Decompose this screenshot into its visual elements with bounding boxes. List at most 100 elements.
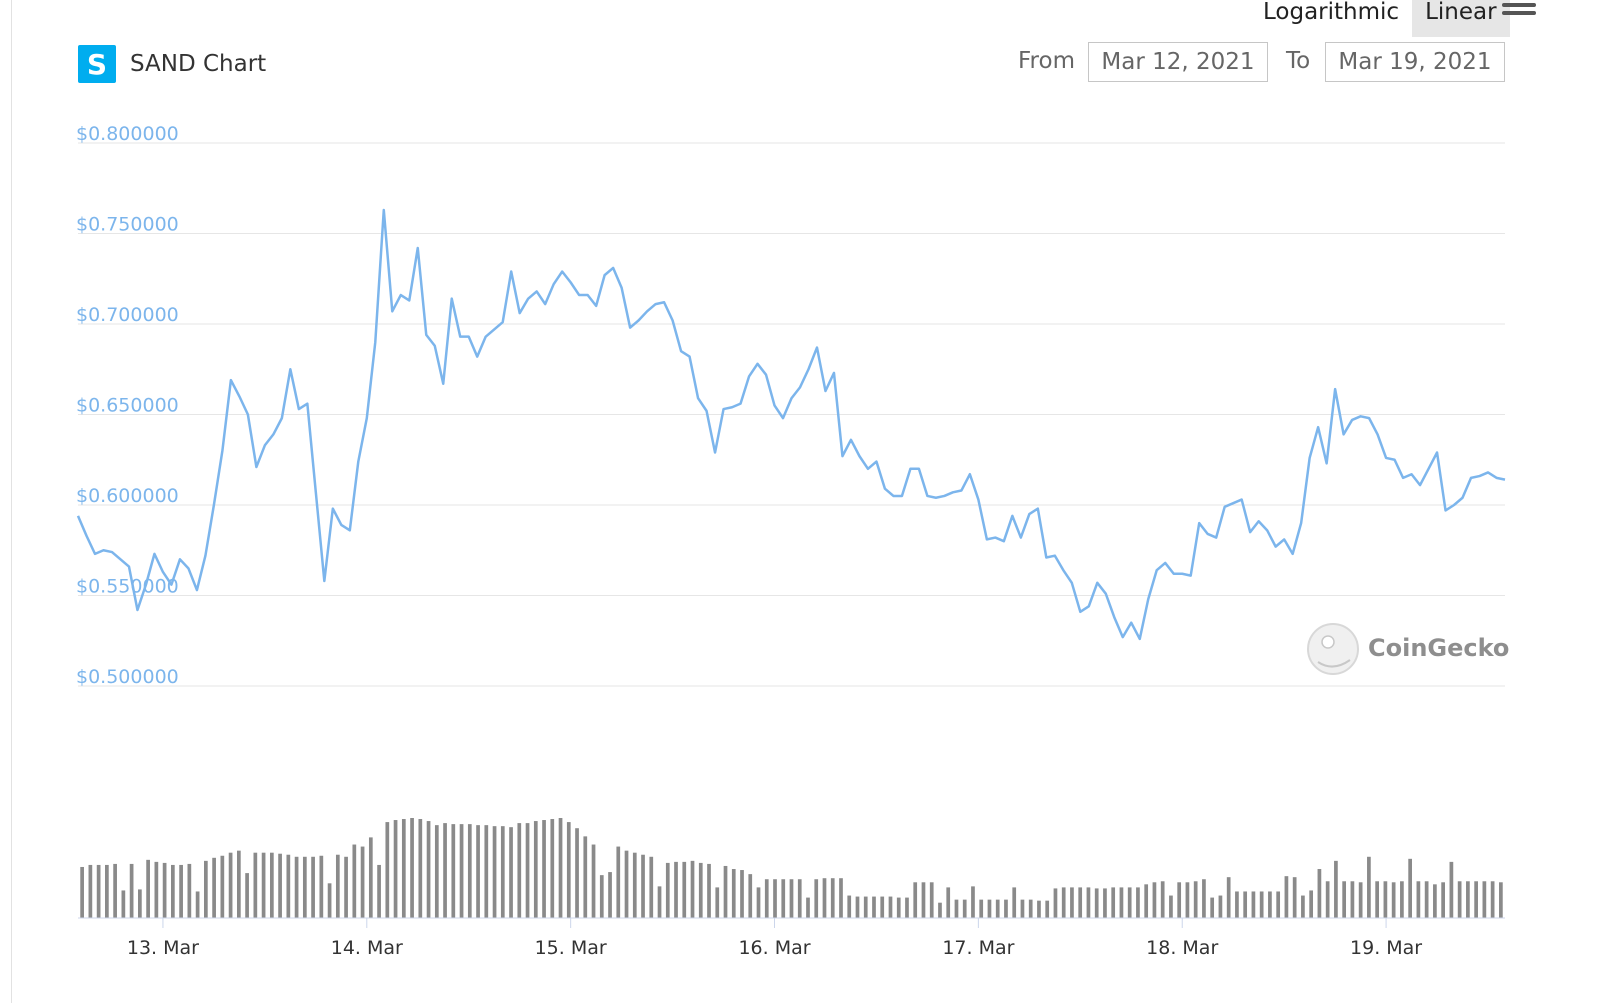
- watermark-text: CoinGecko: [1368, 634, 1509, 662]
- volume-bar: [748, 874, 753, 918]
- y-tick-label: $0.550000: [76, 576, 179, 598]
- volume-bar: [542, 820, 546, 918]
- volume-bar: [641, 854, 645, 918]
- volume-bar: [723, 865, 728, 918]
- volume-bar: [294, 856, 299, 918]
- volume-bar: [129, 863, 134, 918]
- volume-bar: [946, 887, 951, 918]
- volume-bar: [1004, 899, 1008, 918]
- volume-bar: [261, 852, 266, 918]
- from-label: From: [1018, 48, 1075, 74]
- volume-bar: [121, 890, 126, 918]
- volume-bar: [566, 822, 571, 918]
- volume-bar: [105, 864, 109, 918]
- volume-bar: [773, 879, 777, 918]
- volume-bar: [987, 899, 992, 918]
- volume-bar: [426, 821, 431, 918]
- volume-bar: [1103, 888, 1107, 918]
- volume-bar: [575, 828, 579, 918]
- volume-bar: [1185, 882, 1190, 918]
- volume-bar: [1012, 887, 1017, 918]
- volume-bar: [517, 823, 522, 918]
- volume-bar: [1416, 881, 1421, 918]
- y-tick-label: $0.600000: [76, 485, 179, 507]
- volume-bar: [649, 856, 654, 918]
- y-tick-label: $0.750000: [76, 214, 179, 236]
- volume-bar: [401, 819, 406, 918]
- volume-bar: [1268, 891, 1272, 918]
- volume-bar: [286, 854, 291, 918]
- volume-bar: [410, 818, 414, 918]
- volume-bar: [1350, 881, 1355, 918]
- volume-bar: [682, 861, 687, 918]
- volume-bar: [632, 852, 637, 918]
- volume-bar: [1391, 882, 1396, 918]
- volume-bar: [830, 878, 835, 918]
- volume-bar: [525, 823, 530, 918]
- x-tick-label: 19. Mar: [1350, 937, 1422, 959]
- volume-bar: [1441, 882, 1445, 918]
- volume-bar: [1449, 861, 1454, 918]
- volume-bar: [731, 869, 736, 918]
- volume-bar: [995, 899, 1000, 918]
- volume-bar: [1367, 856, 1371, 918]
- volume-bar: [533, 821, 538, 918]
- volume-bar: [1457, 881, 1462, 918]
- hamburger-menu-icon[interactable]: [1502, 3, 1536, 23]
- from-date-input[interactable]: [1088, 42, 1268, 82]
- volume-bar: [624, 850, 629, 918]
- volume-bar: [1251, 891, 1256, 918]
- volume-bar: [1276, 891, 1281, 918]
- volume-bar: [1061, 887, 1066, 918]
- volume-bar: [377, 864, 381, 918]
- volume-bar: [171, 864, 175, 918]
- volume-bar: [451, 824, 456, 918]
- gecko-logo-icon: [1307, 623, 1359, 675]
- volume-bar: [393, 820, 398, 918]
- volume-bar: [921, 882, 926, 918]
- volume-bar: [245, 873, 249, 918]
- y-tick-label: $0.800000: [76, 123, 179, 145]
- volume-bar: [1136, 887, 1140, 918]
- volume-bar: [1259, 891, 1264, 918]
- volume-bar: [179, 864, 183, 918]
- volume-bar: [1325, 881, 1330, 918]
- volume-bar: [335, 854, 340, 918]
- volume-bar: [368, 837, 373, 918]
- x-tick-label: 14. Mar: [331, 937, 403, 959]
- volume-bar: [344, 856, 348, 918]
- volume-bar: [583, 836, 588, 918]
- volume-bar: [80, 866, 84, 918]
- volume-bar: [385, 822, 390, 918]
- volume-bar: [896, 897, 901, 918]
- volume-bar: [212, 857, 216, 918]
- volume-bar: [1400, 881, 1404, 918]
- volume-bar: [269, 852, 274, 918]
- x-tick-label: 18. Mar: [1146, 937, 1218, 959]
- volume-bar: [253, 852, 258, 918]
- volume-bar: [550, 819, 555, 918]
- volume-bar: [1433, 884, 1437, 918]
- to-date-input[interactable]: [1325, 42, 1505, 82]
- x-tick-label: 17. Mar: [942, 937, 1014, 959]
- volume-bar: [880, 896, 885, 918]
- volume-bar: [938, 902, 942, 918]
- volume-bar: [1152, 882, 1157, 918]
- volume-bar: [839, 878, 843, 918]
- volume-bar: [954, 899, 959, 918]
- logarithmic-button[interactable]: Logarithmic: [1263, 0, 1400, 25]
- volume-bar: [1226, 877, 1231, 918]
- volume-bar: [814, 879, 819, 918]
- volume-bar: [1301, 895, 1305, 918]
- volume-bar: [929, 882, 934, 918]
- volume-bar: [608, 872, 612, 918]
- volume-bar: [822, 878, 827, 918]
- volume-bar: [352, 844, 357, 918]
- x-tick-label: 13. Mar: [127, 937, 199, 959]
- volume-bar: [1144, 884, 1149, 918]
- volume-bar: [558, 818, 563, 918]
- linear-button[interactable]: Linear: [1412, 0, 1510, 37]
- volume-bar: [715, 887, 720, 918]
- volume-bar: [1284, 876, 1289, 918]
- volume-bar: [888, 896, 893, 918]
